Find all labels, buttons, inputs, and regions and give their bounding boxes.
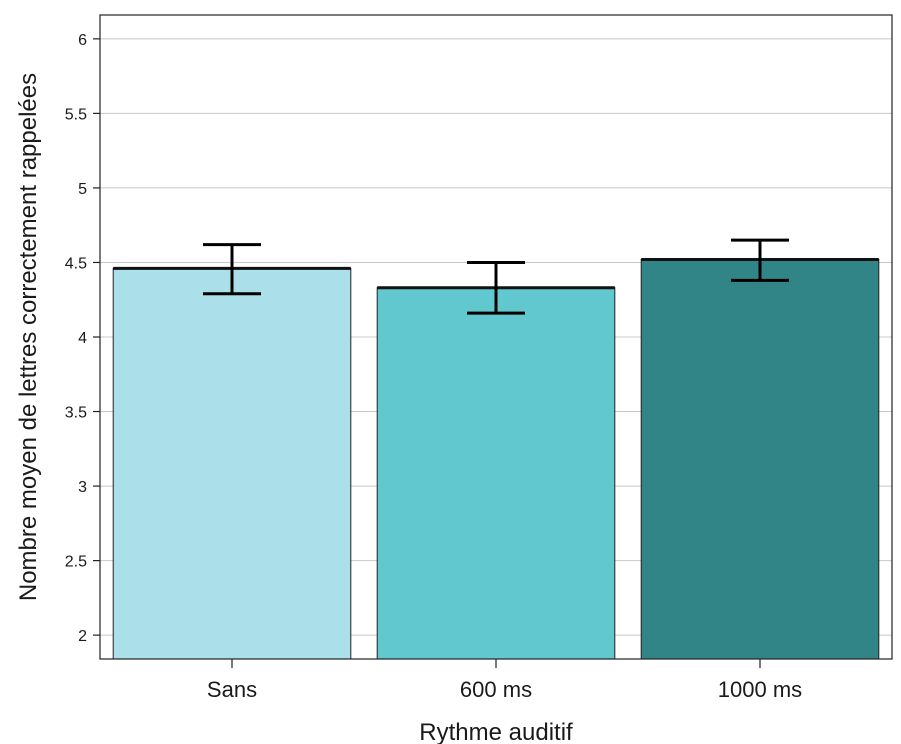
bars [112, 257, 880, 660]
bar-2 [376, 287, 616, 660]
y-tick-label: 6 [78, 32, 87, 49]
y-tick-label: 2.5 [65, 554, 87, 571]
y-axis-title: Nombre moyen de lettres correctement rap… [15, 73, 42, 601]
x-axis-ticks: Sans 600 ms 1000 ms [207, 659, 802, 702]
x-axis-title: Rythme auditif [419, 719, 573, 744]
y-axis-ticks: 2 2.5 3 3.5 4 4.5 5 5.5 6 [65, 32, 100, 645]
y-tick-label: 2 [78, 628, 87, 645]
y-tick-label: 4 [78, 330, 87, 347]
y-tick-label: 3 [78, 479, 87, 496]
y-tick-label: 3.5 [65, 405, 87, 422]
y-tick-label: 5 [78, 181, 87, 198]
x-tick-label: 1000 ms [718, 677, 802, 702]
error-bars [203, 238, 789, 315]
bar-1 [112, 267, 352, 660]
x-tick-label: 600 ms [460, 677, 532, 702]
y-tick-label: 5.5 [65, 106, 87, 123]
y-tick-label: 4.5 [65, 255, 87, 272]
bar-3 [640, 258, 880, 660]
x-tick-label: Sans [207, 677, 257, 702]
